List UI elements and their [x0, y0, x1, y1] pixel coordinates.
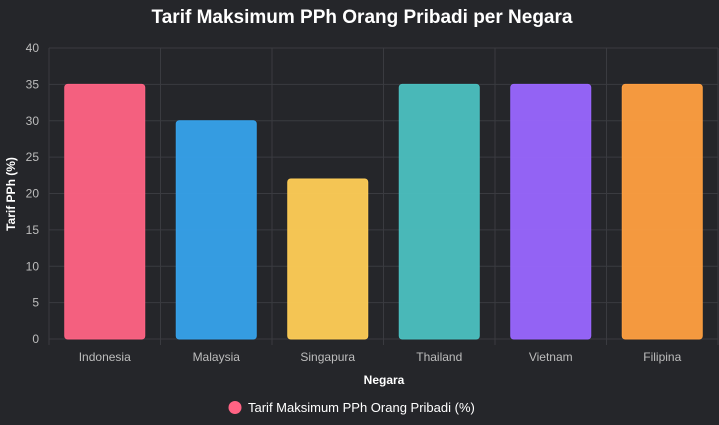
legend[interactable]: Tarif Maksimum PPh Orang Pribadi (%)	[228, 400, 475, 415]
x-axis-ticks: Indonesia Malaysia Singapura Thailand Vietna…	[79, 350, 682, 364]
x-tick-label: Singapura	[300, 350, 355, 364]
y-tick-label: 15	[26, 223, 40, 237]
y-tick-label: 35	[26, 77, 40, 91]
x-tick-label: Thailand	[416, 350, 462, 364]
x-tick-label: Vietnam	[529, 350, 573, 364]
bars	[64, 83, 703, 340]
y-tick-label: 30	[26, 114, 40, 128]
y-tick-label: 20	[26, 187, 40, 201]
y-tick-label: 5	[32, 296, 39, 310]
y-tick-label: 25	[26, 150, 40, 164]
grid-lines	[48, 47, 719, 345]
x-tick-label: Filipina	[643, 350, 681, 364]
x-axis-title: Negara	[364, 373, 405, 387]
y-tick-label: 10	[26, 259, 40, 273]
bar-singapura[interactable]	[287, 178, 369, 340]
y-axis-title: Tarif PPh (%)	[4, 157, 18, 231]
bar-filipina[interactable]	[621, 83, 703, 340]
legend-label[interactable]: Tarif Maksimum PPh Orang Pribadi (%)	[248, 400, 475, 415]
x-tick-label: Malaysia	[193, 350, 241, 364]
bar-thailand[interactable]	[398, 83, 480, 340]
y-tick-label: 40	[26, 41, 40, 55]
bar-indonesia[interactable]	[64, 83, 146, 340]
bar-malaysia[interactable]	[175, 120, 257, 340]
bar-vietnam[interactable]	[510, 83, 592, 340]
x-tick-label: Indonesia	[79, 350, 131, 364]
chart-title: Tarif Maksimum PPh Orang Pribadi per Neg…	[152, 7, 573, 28]
y-axis-ticks: 0 5 10 15 20 25 30 35 40	[26, 41, 40, 346]
legend-swatch-icon[interactable]	[228, 401, 242, 414]
y-tick-label: 0	[32, 332, 39, 346]
